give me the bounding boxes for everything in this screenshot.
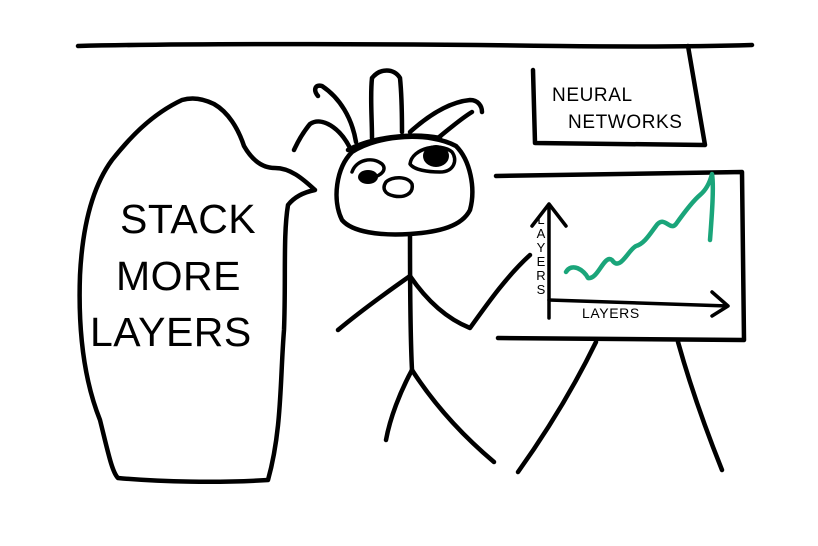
easel-right-leg bbox=[675, 339, 725, 473]
chart-trend-line bbox=[563, 171, 716, 281]
speech-text-line-2: MORE bbox=[116, 253, 241, 299]
chart-x-axis-label: LAYERS bbox=[582, 305, 640, 321]
left-leg bbox=[383, 367, 415, 443]
y-label-letter: S bbox=[536, 282, 546, 297]
sign-frame bbox=[530, 43, 708, 148]
head bbox=[334, 134, 475, 237]
sign-text-line-2: NETWORKS bbox=[568, 112, 683, 133]
speech-text-line-1: STACK bbox=[120, 196, 257, 242]
nose bbox=[382, 176, 414, 199]
left-arm bbox=[335, 273, 413, 333]
easel-left-leg bbox=[515, 339, 599, 475]
y-label-letter: L bbox=[537, 212, 545, 227]
sign-text-line-1: NEURAL bbox=[552, 85, 633, 106]
y-label-letter: A bbox=[536, 226, 546, 241]
speech-text-line-3: LAYERS bbox=[90, 309, 252, 355]
left-pupil bbox=[358, 170, 378, 184]
y-label-letter: R bbox=[536, 268, 546, 283]
chart-y-axis-label: L A Y E R S bbox=[534, 213, 548, 297]
chart-x-axis bbox=[547, 290, 730, 318]
y-label-letter: Y bbox=[536, 240, 546, 255]
ceiling-line bbox=[75, 41, 755, 49]
right-pupil bbox=[423, 145, 449, 167]
torso bbox=[407, 233, 415, 373]
speech-bubble bbox=[77, 96, 318, 484]
jester-hat bbox=[291, 68, 485, 153]
right-arm bbox=[407, 252, 533, 331]
whiteboard-frame bbox=[493, 169, 747, 343]
right-leg bbox=[409, 367, 497, 465]
y-label-letter: E bbox=[536, 254, 546, 269]
